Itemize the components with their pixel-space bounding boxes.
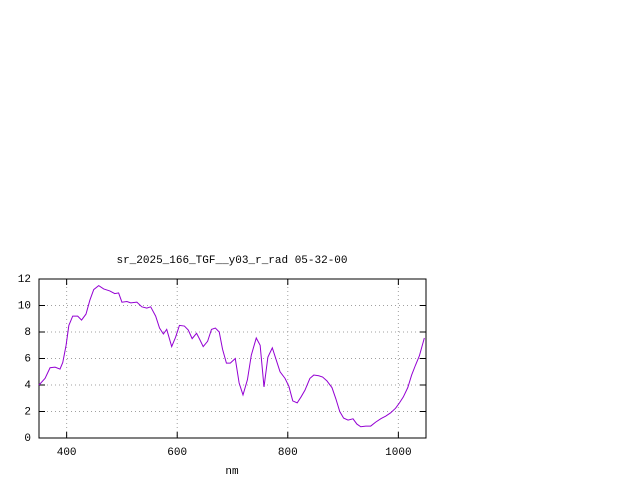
y-tick-label: 12 [18, 274, 31, 286]
x-tick-label: 600 [167, 447, 187, 459]
chart-title: sr_2025_166_TGF__y03_r_rad 05-32-00 [116, 255, 347, 267]
y-tick-label: 6 [24, 353, 31, 365]
y-tick-label: 0 [24, 433, 31, 445]
x-tick-label: 400 [57, 447, 77, 459]
y-tick-label: 8 [24, 327, 31, 339]
x-tick-label: 1000 [385, 447, 411, 459]
plot-border [38, 278, 427, 439]
y-tick-label: 10 [18, 300, 31, 312]
data-line [38, 285, 425, 428]
y-tick-label: 4 [24, 380, 31, 392]
y-tick-label: 2 [24, 406, 31, 418]
x-axis-label: nm [225, 466, 239, 478]
x-tick-label: 800 [278, 447, 298, 459]
